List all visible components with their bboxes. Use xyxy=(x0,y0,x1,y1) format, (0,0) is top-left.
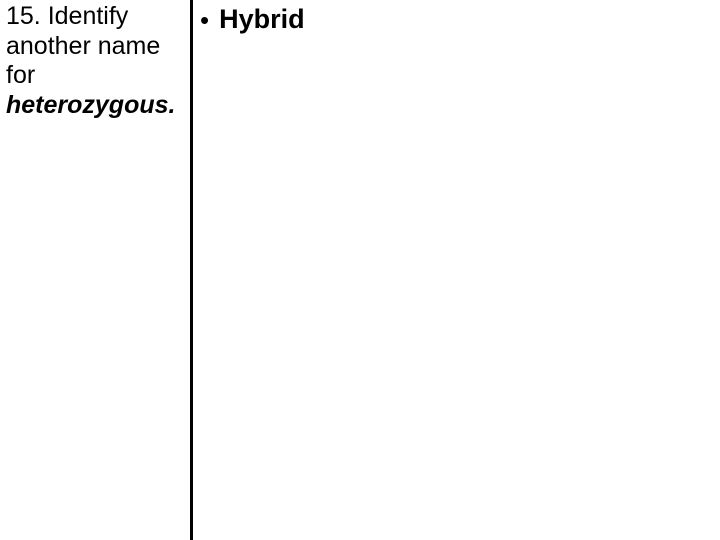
answer-column: • Hybrid xyxy=(200,4,700,36)
bullet-icon: • xyxy=(200,6,209,36)
slide: 15. Identify another name for heterozygo… xyxy=(0,0,720,540)
vertical-divider xyxy=(190,0,193,540)
answer-bullet-row: • Hybrid xyxy=(200,4,700,36)
question-term: heterozygous. xyxy=(6,91,175,119)
question-lead: 15. Identify another name for xyxy=(6,2,160,89)
answer-text: Hybrid xyxy=(219,4,305,35)
question-text: 15. Identify another name for heterozygo… xyxy=(6,2,184,120)
question-column: 15. Identify another name for heterozygo… xyxy=(6,2,184,120)
